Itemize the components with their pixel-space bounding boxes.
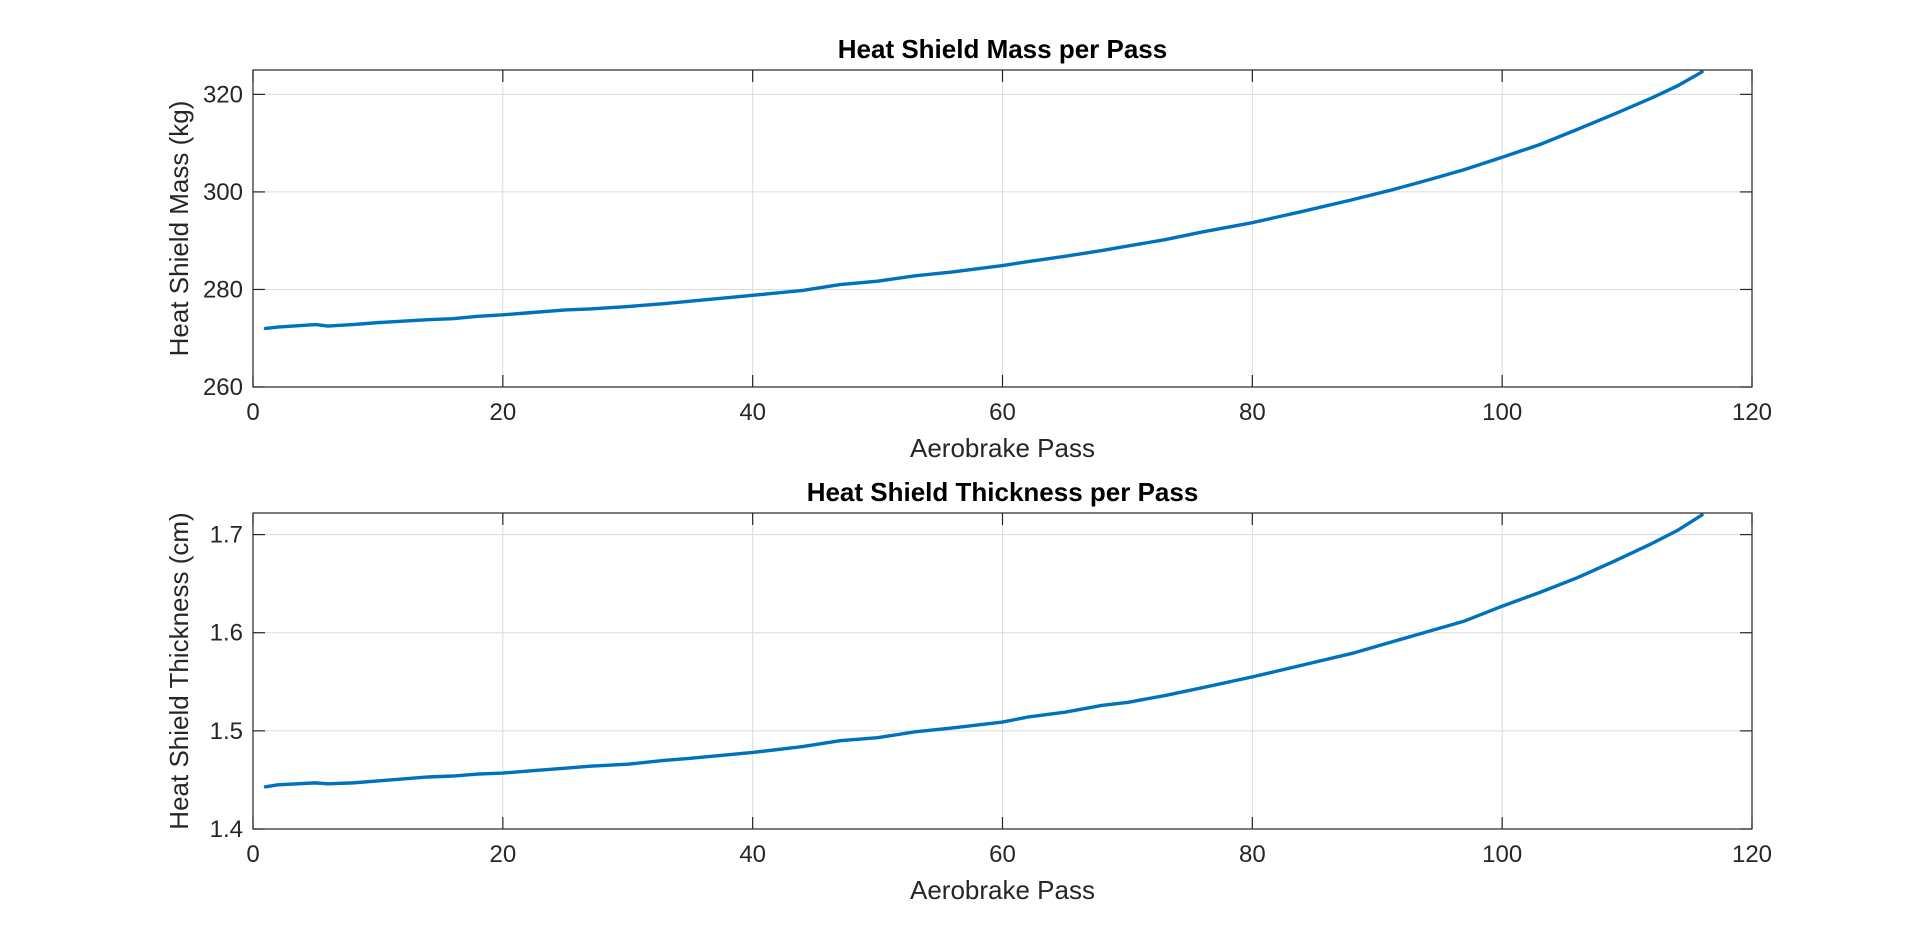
y-axis-label: Heat Shield Thickness (cm) [164, 512, 194, 829]
x-tick-label: 40 [739, 841, 766, 868]
x-axis-label: Aerobrake Pass [910, 875, 1095, 905]
x-tick-label: 120 [1732, 841, 1772, 868]
x-tick-label: 100 [1482, 841, 1522, 868]
x-axis-label: Aerobrake Pass [910, 433, 1095, 463]
thickness-plot: Heat Shield Thickness per Pass Aerobrake… [164, 477, 1772, 905]
y-tick-label: 1.7 [210, 522, 243, 549]
grid [253, 513, 1752, 829]
x-tick-label: 80 [1239, 399, 1266, 426]
x-tick-label: 100 [1482, 399, 1522, 426]
x-tick-label: 80 [1239, 841, 1266, 868]
chart-title: Heat Shield Thickness per Pass [807, 477, 1199, 507]
x-tick-label: 60 [989, 399, 1016, 426]
y-tick-label: 1.4 [210, 816, 243, 843]
series-line [263, 513, 1704, 789]
x-tick-label: 40 [739, 399, 766, 426]
x-tick-label: 0 [246, 841, 259, 868]
x-tick-label: 20 [489, 399, 516, 426]
x-tick-label: 0 [246, 399, 259, 426]
y-tick-label: 1.6 [210, 620, 243, 647]
y-axis-label: Heat Shield Mass (kg) [164, 101, 194, 357]
y-tick-label: 260 [203, 374, 243, 401]
y-tick-label: 300 [203, 179, 243, 206]
mass-plot: Heat Shield Mass per Pass Aerobrake Pass… [164, 34, 1772, 463]
chart-title: Heat Shield Mass per Pass [838, 34, 1167, 64]
y-tick-label: 280 [203, 276, 243, 303]
y-tick-label: 1.5 [210, 718, 243, 745]
x-tick-label: 120 [1732, 399, 1772, 426]
grid [253, 70, 1752, 387]
x-tick-label: 60 [989, 841, 1016, 868]
x-tick-label: 20 [489, 841, 516, 868]
y-tick-label: 320 [203, 81, 243, 108]
series-line [263, 70, 1704, 331]
